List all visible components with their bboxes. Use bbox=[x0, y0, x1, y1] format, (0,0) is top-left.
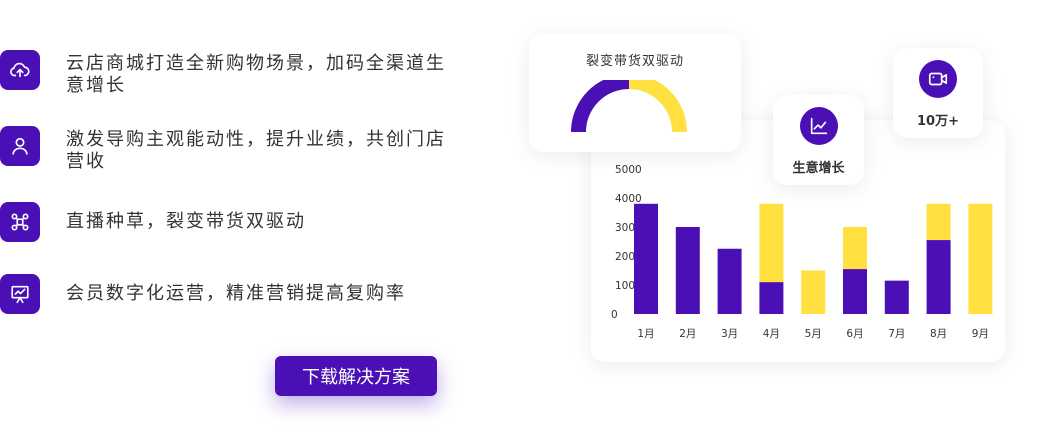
bar-segment bbox=[843, 269, 867, 314]
bar-segment bbox=[926, 203, 951, 241]
line-chart-icon bbox=[799, 107, 838, 145]
feature-item-cloud-mall: 云店商城打造全新购物场景，加码全渠道生意增长 bbox=[0, 50, 446, 97]
bar-segment bbox=[717, 248, 742, 314]
feature-text: 会员数字化运营，精准营销提高复购率 bbox=[66, 283, 406, 304]
gauge-card: 裂变带货双驱动 bbox=[529, 34, 741, 152]
x-tick-label: 1月 bbox=[637, 328, 654, 340]
bar-segment bbox=[926, 240, 951, 314]
video-card: 10万+ bbox=[893, 48, 983, 138]
x-tick-label: 4月 bbox=[763, 328, 780, 340]
network-icon bbox=[0, 202, 40, 242]
gauge-purple-arc bbox=[571, 80, 630, 133]
gauge-yellow-arc bbox=[628, 80, 687, 133]
feature-item-shopping-guide: 激发导购主观能动性，提升业绩，共创门店营收 bbox=[0, 126, 446, 173]
feature-item-member-ops: 会员数字化运营，精准营销提高复购率 bbox=[0, 274, 446, 314]
x-tick-label: 8月 bbox=[930, 328, 947, 340]
video-count-label: 10万+ bbox=[917, 114, 959, 129]
feature-text: 云店商城打造全新购物场景，加码全渠道生意增长 bbox=[66, 53, 446, 96]
bar-segment bbox=[634, 203, 658, 314]
bar-segment bbox=[675, 227, 700, 314]
growth-label: 生意增长 bbox=[792, 161, 845, 176]
presentation-chart-icon bbox=[0, 274, 40, 314]
user-icon bbox=[0, 126, 40, 166]
x-tick-label: 7月 bbox=[888, 328, 905, 340]
bar-segment bbox=[759, 203, 784, 283]
feature-text: 直播种草，裂变带货双驱动 bbox=[66, 211, 306, 232]
bar-segment bbox=[884, 280, 909, 314]
x-tick-label: 2月 bbox=[679, 328, 696, 340]
download-solution-button[interactable]: 下载解决方案 bbox=[275, 356, 437, 396]
half-donut-gauge bbox=[571, 80, 687, 133]
bar-segment bbox=[801, 270, 826, 314]
feature-text: 激发导购主观能动性，提升业绩，共创门店营收 bbox=[66, 129, 446, 172]
x-tick-label: 6月 bbox=[846, 328, 863, 340]
growth-card: 生意增长 bbox=[773, 95, 864, 185]
cloud-upload-icon bbox=[0, 50, 40, 90]
video-camera-icon bbox=[919, 60, 957, 98]
bar-segment bbox=[968, 203, 993, 314]
gauge-title: 裂变带货双驱动 bbox=[585, 54, 684, 69]
bar-segment bbox=[843, 227, 867, 270]
x-tick-label: 3月 bbox=[721, 328, 738, 340]
x-tick-label: 5月 bbox=[805, 328, 822, 340]
x-tick-label: 9月 bbox=[972, 328, 989, 340]
y-tick-label: 4000 bbox=[615, 193, 642, 205]
y-tick-label: 5000 bbox=[615, 164, 642, 176]
bar-segment bbox=[759, 282, 784, 314]
y-tick-label: 0 bbox=[611, 309, 618, 321]
feature-item-live-stream: 直播种草，裂变带货双驱动 bbox=[0, 202, 446, 242]
